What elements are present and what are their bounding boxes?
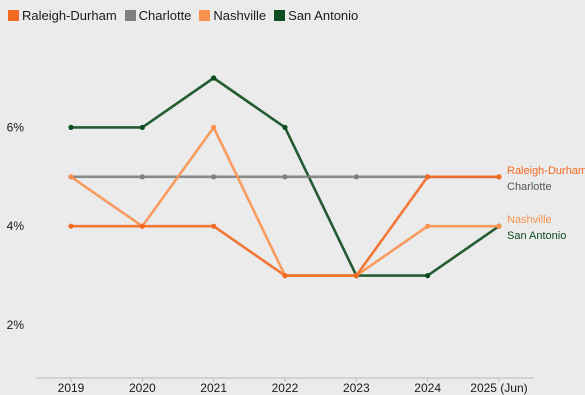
- end-label-nashville: Nashville: [507, 214, 552, 226]
- legend-label-nashville: Nashville: [213, 8, 267, 23]
- legend-item-raleigh-durham[interactable]: Raleigh-Durham: [8, 8, 117, 23]
- series-nashville: [68, 124, 502, 279]
- y-tick-label: 6%: [7, 120, 25, 134]
- series-line-nashville: [70, 126, 499, 277]
- data-point-charlotte[interactable]: [282, 174, 288, 180]
- end-label-san-antonio: San Antonio: [507, 230, 566, 242]
- x-tick-label: 2023: [343, 381, 370, 395]
- end-labels-layer: Raleigh-Durham Charlotte Nashville San Anto…: [507, 165, 585, 242]
- x-tick-label: 2025 (Jun): [470, 381, 527, 395]
- legend-item-charlotte[interactable]: Charlotte: [124, 8, 192, 23]
- legend-swatch-raleigh-durham: [8, 10, 19, 21]
- data-point-raleigh-durham[interactable]: [353, 273, 359, 279]
- legend-item-san-antonio[interactable]: San Antonio: [274, 8, 358, 23]
- end-label-raleigh-durham: Raleigh-Durham: [507, 165, 585, 177]
- data-point-raleigh-durham[interactable]: [68, 223, 74, 229]
- legend-swatch-san-antonio: [274, 10, 286, 21]
- data-point-raleigh-durham[interactable]: [425, 174, 431, 180]
- series-layer: [68, 75, 502, 279]
- legend-label-san-antonio: San Antonio: [288, 8, 359, 23]
- series-raleigh-durham: [68, 174, 502, 279]
- legend-label-raleigh-durham: Raleigh-Durham: [22, 8, 117, 23]
- data-point-san-antonio[interactable]: [139, 124, 145, 130]
- data-point-nashville[interactable]: [425, 223, 431, 229]
- data-point-raleigh-durham[interactable]: [139, 223, 145, 229]
- data-point-san-antonio[interactable]: [425, 273, 431, 279]
- axes: 2019 2020 2021 2022 2023 2024 2025 (Jun) 2% 4% 6%: [7, 120, 534, 395]
- data-point-raleigh-durham[interactable]: [496, 174, 502, 180]
- legend-swatch-charlotte: [124, 10, 136, 21]
- data-point-charlotte[interactable]: [211, 174, 217, 180]
- data-point-charlotte[interactable]: [353, 174, 359, 180]
- data-point-raleigh-durham[interactable]: [282, 273, 288, 279]
- x-tick-label: 2020: [129, 381, 156, 395]
- legend: Raleigh-Durham Charlotte Nashville San A…: [8, 8, 358, 23]
- x-tick-label: 2024: [414, 381, 441, 395]
- data-point-charlotte[interactable]: [139, 174, 145, 180]
- x-tick-label: 2019: [58, 381, 85, 395]
- x-tick-label: 2022: [272, 381, 299, 395]
- y-tick-label: 4%: [7, 219, 25, 233]
- data-point-san-antonio[interactable]: [211, 75, 217, 81]
- legend-item-nashville[interactable]: Nashville: [199, 8, 266, 23]
- data-point-nashville[interactable]: [496, 223, 502, 229]
- legend-label-charlotte: Charlotte: [138, 8, 192, 23]
- y-tick-label: 2%: [7, 318, 25, 332]
- data-point-san-antonio[interactable]: [282, 124, 288, 130]
- data-point-nashville[interactable]: [68, 174, 74, 180]
- legend-swatch-nashville: [199, 10, 211, 21]
- end-label-charlotte: Charlotte: [507, 181, 552, 193]
- data-point-san-antonio[interactable]: [68, 124, 74, 130]
- data-point-raleigh-durham[interactable]: [211, 223, 217, 229]
- data-point-nashville[interactable]: [211, 124, 217, 130]
- x-tick-label: 2021: [200, 381, 227, 395]
